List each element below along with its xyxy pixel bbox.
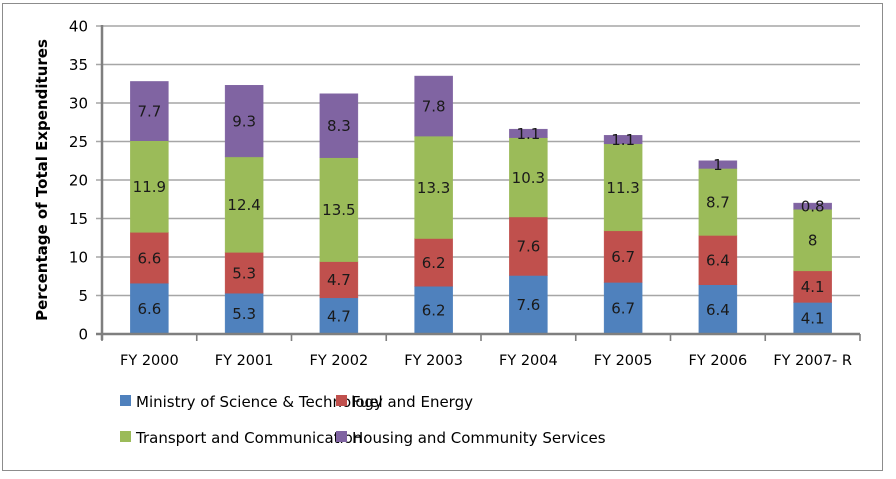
data-labels: 6.6 6.6 11.9 7.7 5.3 5.3 12.4 9.3 4.7 4.7 13.5 8.3 6… [133, 98, 825, 328]
y-tick-label: 30 [69, 95, 88, 113]
data-label: 4.1 [801, 278, 825, 296]
data-label: 7.7 [137, 103, 161, 121]
data-label: 8 [808, 232, 818, 250]
data-label: 11.3 [606, 179, 639, 197]
data-label: 6.7 [611, 248, 635, 266]
legend-swatch [120, 431, 131, 442]
legend-label: Fuel and Energy [352, 393, 473, 411]
data-label: 4.7 [327, 271, 351, 289]
y-axis-ticks: 0 5 10 15 20 25 30 35 40 [69, 18, 102, 344]
y-tick-label: 0 [78, 326, 88, 344]
bar-segment [130, 81, 169, 141]
x-tick-label: FY 2003 [404, 353, 463, 369]
legend-label: Transport and Communication [135, 429, 362, 447]
bar-segment [793, 202, 832, 210]
data-label: 6.6 [137, 300, 161, 318]
bar-segment [319, 157, 359, 262]
bar-segment [130, 232, 169, 284]
bar-segment [603, 282, 643, 335]
data-label: 6.6 [137, 249, 161, 267]
y-tick-label: 5 [78, 287, 88, 305]
legend-swatch [336, 395, 347, 406]
data-label: 5.3 [232, 264, 256, 282]
y-tick-label: 10 [69, 249, 88, 267]
bars [130, 75, 832, 335]
bar-segment [698, 160, 738, 169]
data-label: 13.5 [322, 201, 355, 219]
bar-segment [603, 135, 643, 145]
bar-segment [319, 297, 359, 335]
data-label: 4.7 [327, 307, 351, 325]
bar-segment [224, 156, 264, 253]
data-label: 6.2 [422, 302, 446, 320]
data-label: 8.7 [706, 193, 730, 211]
x-tick-label: FY 2001 [215, 353, 274, 369]
x-axis-ticks: FY 2000 FY 2001 FY 2002 FY 2003 FY 2004 FY 20… [101, 334, 861, 369]
bar-segment [509, 137, 548, 218]
axes [96, 25, 860, 340]
data-label: 4.1 [801, 310, 825, 328]
data-label: 12.4 [227, 196, 260, 214]
y-tick-label: 25 [69, 133, 88, 151]
legend-swatch [120, 395, 131, 406]
x-tick-label: FY 2000 [120, 353, 179, 369]
data-label: 5.3 [232, 305, 256, 323]
bar-segment [414, 75, 453, 137]
bar-segment [603, 143, 643, 232]
data-label: 6.7 [611, 300, 635, 318]
y-tick-label: 40 [69, 18, 88, 36]
y-tick-label: 15 [69, 210, 88, 228]
data-label: 13.3 [417, 179, 450, 197]
bar-segment [793, 302, 832, 335]
data-label: 1 [713, 156, 723, 174]
legend-swatch [336, 431, 347, 442]
data-label: 1.1 [516, 125, 540, 143]
data-label: 8.3 [327, 117, 351, 135]
y-tick-label: 35 [69, 56, 88, 74]
bar-segment [509, 275, 548, 335]
x-tick-label: FY 2006 [689, 353, 748, 369]
gridlines [96, 25, 860, 297]
data-label: 6.4 [706, 252, 730, 270]
data-label: 6.4 [706, 301, 730, 319]
legend-label: Housing and Community Services [352, 429, 606, 447]
bar-segment [130, 140, 169, 233]
y-axis-title: Percentage of Total Expenditures [33, 39, 51, 321]
x-tick-label: FY 2002 [310, 353, 369, 369]
data-label: 6.2 [422, 254, 446, 272]
x-tick-label: FY 2005 [594, 353, 653, 369]
data-label: 10.3 [512, 169, 545, 187]
bar-segment [224, 85, 264, 158]
data-label: 7.8 [422, 98, 446, 116]
x-tick-label: FY 2007- R [773, 353, 852, 369]
bar-segment [414, 238, 453, 287]
x-tick-label: FY 2004 [499, 353, 558, 369]
y-tick-label: 20 [69, 172, 88, 190]
bar-segment [509, 216, 548, 276]
bar-segment [130, 282, 169, 335]
bar-segment [319, 93, 359, 158]
data-label: 7.6 [516, 296, 540, 314]
data-label: 9.3 [232, 113, 256, 131]
data-label: 11.9 [133, 178, 166, 196]
data-label: 7.6 [516, 238, 540, 256]
legend-label: Ministry of Science & Technology [136, 393, 383, 411]
bar-segment [319, 261, 359, 299]
data-label: 1.1 [611, 131, 635, 149]
data-label: 0.8 [801, 198, 825, 216]
bar-segment [509, 128, 548, 138]
bar-segment [793, 209, 832, 272]
